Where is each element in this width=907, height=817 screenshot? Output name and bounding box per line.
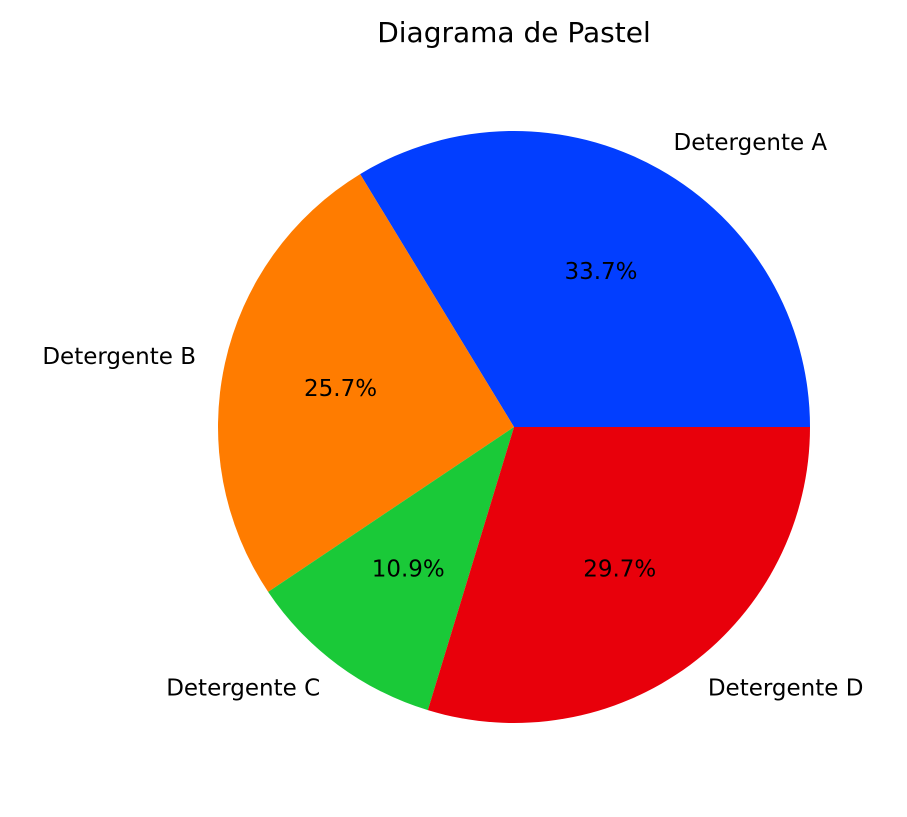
chart-title: Diagrama de Pastel xyxy=(377,16,651,49)
pie-slice-3 xyxy=(268,427,514,711)
pie-slice-4 xyxy=(427,427,810,723)
slice-category-label-2: Detergente B xyxy=(42,344,196,370)
pie-slice-1 xyxy=(360,131,810,428)
slice-category-label-4: Detergente D xyxy=(708,676,864,702)
pie-slice-2 xyxy=(218,174,514,592)
slice-category-label-3: Detergente C xyxy=(166,676,320,702)
slice-percent-label-4: 29.7% xyxy=(583,557,656,583)
slice-percent-label-2: 25.7% xyxy=(304,376,377,402)
pie-slices xyxy=(218,131,810,723)
slice-category-label-1: Detergente A xyxy=(674,130,828,156)
slice-percent-label-3: 10.9% xyxy=(372,557,445,583)
slice-percent-label-1: 33.7% xyxy=(564,259,637,285)
pie-labels: 33.7% Detergente A 25.7% Detergente B 10.9% D… xyxy=(42,130,863,701)
